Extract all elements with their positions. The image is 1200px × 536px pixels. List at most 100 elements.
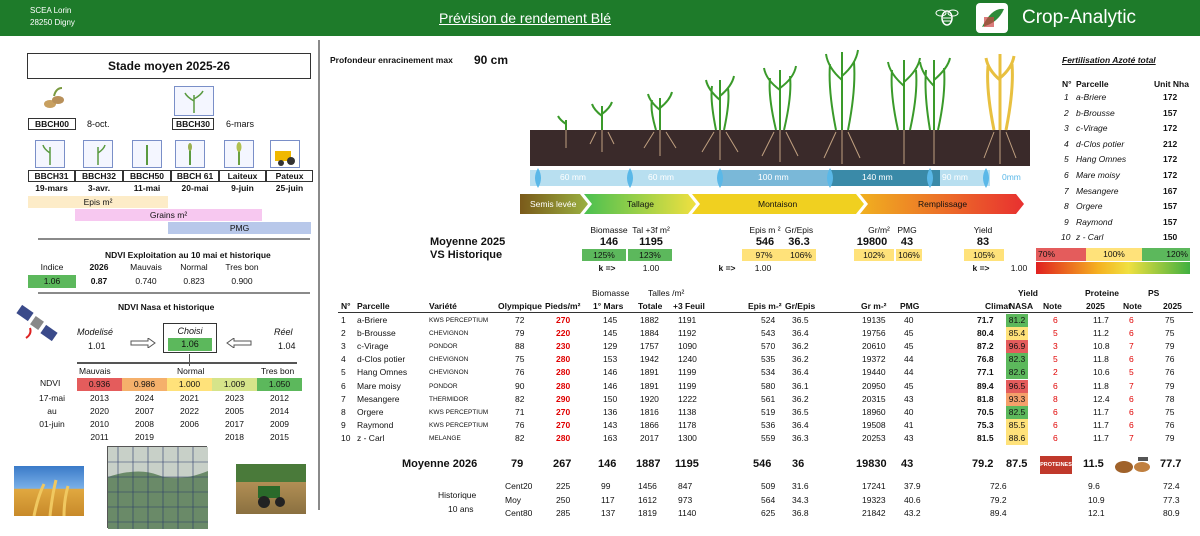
table-cell: 6 — [1129, 419, 1134, 430]
bbch-date: 20-mai — [181, 183, 209, 193]
bbch-code: BBCH32 — [75, 170, 123, 182]
year-cell: 2018 — [225, 432, 244, 442]
modelise-label: Modelisé — [77, 327, 114, 337]
gradient-label: 120% — [1142, 248, 1190, 261]
summary-header: Gr/Epis — [784, 225, 814, 235]
phase-bar-epis: Epis m² — [28, 196, 168, 208]
table-cell: 19756 — [862, 328, 886, 339]
table-cell: 36.4 — [792, 419, 809, 430]
ndvi-header: 2026 — [89, 262, 109, 272]
table-cell: 136 — [603, 406, 618, 417]
ndvi-scale-row: 0.936 0.986 1.000 1.009 1.050 — [77, 378, 302, 391]
summary-header: Biomasse — [590, 225, 628, 235]
table-cell: 6 — [1053, 432, 1058, 443]
proteines-badge: PROTEINES — [1040, 456, 1072, 474]
table-cell: 20950 — [862, 380, 886, 391]
avg2025-label: Moyenne 2025 — [430, 236, 506, 248]
fert-row: 7 Mesangere 167 — [0, 185, 1200, 198]
nasa-section-title: NDVI Nasa et historique — [118, 302, 215, 312]
fert-cell: 150 — [1163, 232, 1178, 243]
fert-header: Unit Nha — [1154, 79, 1189, 89]
summary-pct: 106% — [896, 249, 922, 261]
table-cell: 76 — [1165, 354, 1175, 365]
table-cell: 1942 — [640, 354, 659, 365]
table-cell: Orgere — [357, 406, 384, 417]
table-cell: 82 — [515, 393, 525, 404]
summary-header: Gr/m² — [868, 225, 890, 235]
table-cell: CHEVIGNON — [429, 369, 469, 377]
avg2026-label: Moyenne 2026 — [402, 458, 478, 470]
table-cell: 1191 — [678, 315, 697, 325]
period-label: 01-juin — [39, 419, 65, 429]
summary-value: 36.3 — [788, 236, 810, 248]
table-cell: 559 — [761, 432, 776, 443]
table-cell: 1884 — [640, 328, 659, 339]
table-cell: 96.9 — [1006, 340, 1028, 354]
fert-row: 10 z - Carl 150 — [0, 231, 1200, 244]
fert-cell: 4 — [1064, 138, 1069, 149]
fert-cell: b-Brousse — [1076, 107, 1115, 118]
summary-value: 19800 — [856, 236, 888, 248]
table-cell: 280 — [556, 367, 571, 378]
fert-cell: 157 — [1163, 107, 1178, 118]
table-cell: Raymond — [357, 419, 394, 430]
k-label: k => — [718, 263, 736, 273]
water-mm: 100 mm — [758, 172, 789, 182]
ndvi-scale-cell: 0.936 — [77, 378, 122, 391]
phase-label: Montaison — [758, 199, 798, 209]
historique-cell: 34.3 — [792, 494, 809, 505]
stage-title: Stade moyen 2025-26 — [27, 53, 311, 79]
table-cell: 85.5 — [1006, 418, 1028, 432]
summary-value: 1195 — [639, 236, 663, 248]
ndvi-scale-cell: 1.050 — [257, 378, 302, 391]
table-header-row: N° Parcelle Variété Olympique Pieds/m² 1… — [0, 300, 1200, 313]
table-header: Totale — [638, 301, 663, 311]
year-cell: 2015 — [270, 432, 289, 442]
summary-pct: 106% — [786, 249, 816, 261]
fert-cell: 9 — [1064, 216, 1069, 227]
year-cell: 2005 — [225, 406, 244, 416]
arrow-left-icon — [226, 337, 252, 349]
table-cell: 5 — [341, 367, 346, 378]
table-cell: 89.4 — [977, 380, 994, 391]
table-cell: 6 — [341, 380, 346, 391]
table-cell: 44 — [904, 354, 914, 365]
avg-value: 77.7 — [1160, 458, 1182, 470]
table-row: 8 Orgere KWS PERCEPTIUM 71 270 136 1816 1138 519… — [0, 405, 1200, 419]
avg-value: 11.5 — [1083, 458, 1104, 470]
fert-cell: 157 — [1163, 216, 1178, 227]
historique-cell: 79.2 — [990, 494, 1007, 505]
ndvi-header: Normal — [180, 262, 208, 272]
table-cell: 1300 — [678, 432, 697, 443]
fert-row: 1 a-Briere 172 — [0, 91, 1200, 104]
table-cell: 41 — [904, 419, 914, 430]
bbch-code-row: BBCH31 BBCH32 BBCH50 BBCH 61 Laiteux Pat… — [28, 170, 313, 182]
table-cell: 75 — [1165, 328, 1175, 339]
seed-icon — [40, 86, 68, 112]
table-cell: 143 — [603, 419, 618, 430]
bbch-date: 25-juin — [275, 183, 304, 193]
k-value: 1.00 — [754, 263, 772, 273]
summary-header: Yield — [973, 225, 993, 235]
table-header: 1° Mars — [593, 301, 624, 311]
historique-cell: 1140 — [678, 508, 697, 518]
historique-cell: 40.6 — [904, 494, 921, 505]
table-cell: 2 — [341, 328, 346, 339]
brand-name: Crop-Analytic — [1022, 7, 1137, 28]
summary-pct: 97% — [742, 249, 786, 261]
wheat-image — [14, 466, 84, 517]
historique-cell: 9.6 — [1088, 481, 1100, 491]
choisi-value: 1.06 — [168, 338, 212, 351]
table-row: 5 Hang Omnes CHEVIGNON 76 280 146 1891 1199 534 3… — [0, 366, 1200, 380]
k-value: 1.00 — [1010, 263, 1028, 273]
fert-row: 6 Mare moisy 172 — [0, 169, 1200, 182]
fert-cell: 172 — [1163, 154, 1178, 165]
table-cell: 71.7 — [977, 315, 994, 325]
table-cell: 4 — [341, 354, 346, 365]
table-header: NASA — [1009, 301, 1034, 311]
year-cell: 2014 — [270, 406, 289, 416]
ndvi-header: Tres bon — [225, 262, 259, 272]
table-cell: 1816 — [640, 406, 659, 417]
table-cell: 43 — [904, 432, 914, 443]
k-label: k => — [972, 263, 990, 273]
